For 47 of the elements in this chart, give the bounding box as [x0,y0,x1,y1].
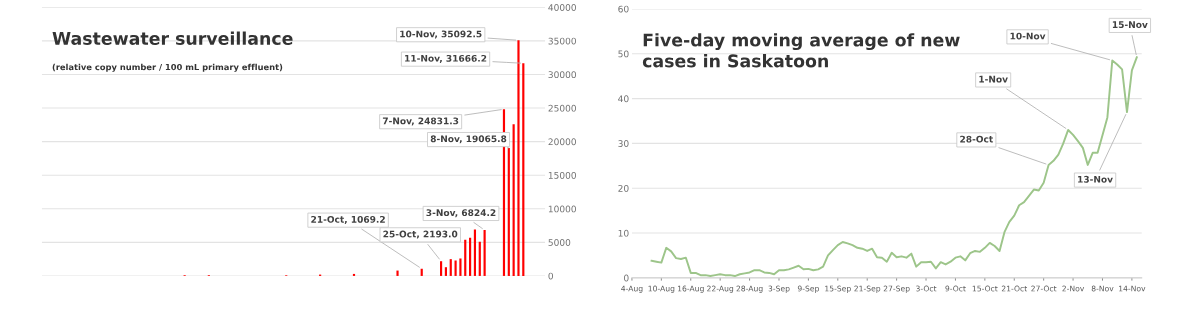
y-tick-label: 10000 [548,205,576,213]
y-tick-label: 20 [618,184,629,192]
bar [469,237,472,276]
text: Wastewater surveillance [52,31,293,45]
y-tick-label: 60 [618,5,629,13]
data-label: 10-Nov, 35092.5 [400,30,482,39]
bar [439,261,443,276]
y-tick-label: 40 [618,95,629,103]
bar [512,124,515,276]
annotation: 1-Nov [979,75,1008,83]
y-tick-label: 40000 [548,4,576,11]
data-label: 11-Nov, 31666.2 [405,54,487,63]
data-label: 8-Nov, 19065.8 [430,135,507,144]
y-tick-label: 5000 [548,239,571,246]
y-tick-label: 30000 [548,71,576,79]
y-tick-label: 25000 [548,104,576,112]
y-tick-label: 0 [624,274,629,282]
bar [454,260,457,276]
y-tick-label: 30 [618,140,629,147]
bar [478,241,481,276]
annotation: 15-Nov [1112,21,1148,29]
data-label: 21-Oct, 1069.2 [311,215,385,224]
data-label: 25-Oct, 2193.0 [383,230,458,239]
bar [483,230,486,276]
data-label: 7-Nov, 24831.3 [382,117,459,126]
text: (relative copy number / 100 mL primary effluent) [52,63,283,72]
annotation: 28-Oct [960,135,993,143]
bar [517,40,520,276]
bar [464,239,467,276]
bar [449,259,452,276]
y-tick-label: 35000 [548,37,576,45]
bar [352,273,356,276]
bar [459,258,462,276]
annotation: 13-Nov [1078,175,1113,183]
bar [473,229,477,276]
bar [507,147,510,276]
y-tick-label: 50 [618,50,629,58]
data-label: 3-Nov, 6824.2 [426,209,496,218]
bar [444,267,447,276]
bar [396,270,399,276]
bar [522,63,525,276]
y-tick-label: 0 [548,272,554,280]
y-tick-label: 20000 [548,138,576,146]
annotation: 10-Nov [1010,32,1046,40]
y-tick-label: 10 [618,229,629,237]
text: Five-day moving average of new cases in Saskatoon [642,33,960,68]
y-tick-label: 15000 [548,171,576,179]
